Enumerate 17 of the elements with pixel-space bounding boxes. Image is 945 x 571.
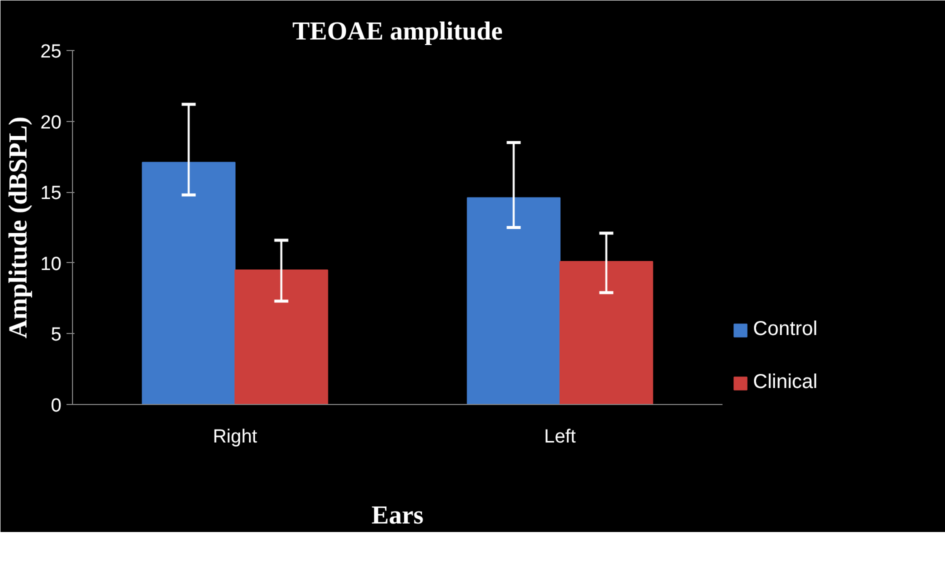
legend-label: Control: [753, 318, 818, 341]
bar: [142, 162, 236, 404]
legend-label: Clinical: [753, 371, 818, 394]
bar: [466, 197, 560, 404]
x-tick-label: Left: [544, 426, 577, 448]
y-tick-label: 10: [40, 254, 62, 275]
y-tick-label: 20: [40, 112, 62, 134]
y-tick-label: 25: [40, 42, 62, 62]
chart-title: TEOAE amplitude: [292, 16, 503, 46]
x-tick-label: Right: [212, 426, 258, 448]
y-tick-label: 0: [50, 396, 62, 416]
x-axis-title: Ears: [372, 500, 424, 530]
y-tick-label: 5: [50, 324, 62, 346]
y-tick-label: 15: [40, 183, 62, 204]
bar: [234, 269, 328, 404]
bar: [560, 260, 654, 404]
y-axis-title: Amplitude (dBSPL): [3, 116, 32, 338]
